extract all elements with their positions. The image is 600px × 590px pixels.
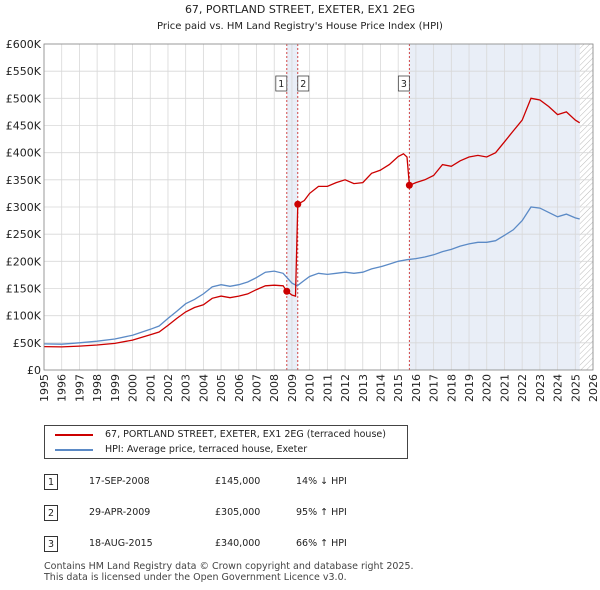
x-tick-label: 2021: [498, 374, 511, 402]
sale-number-badge: 1: [44, 474, 58, 490]
x-tick-label: 2019: [463, 374, 476, 402]
chart-title: 67, PORTLAND STREET, EXETER, EX1 2EG: [185, 3, 415, 16]
y-tick-label: £550K: [6, 65, 42, 78]
sale-label-box: [297, 75, 310, 92]
sale-hpi-change: 14% ↓ HPI: [296, 476, 347, 487]
sale-label: 2: [300, 79, 306, 90]
sale-point: [405, 181, 413, 189]
sale-hpi-change: 95% ↑ HPI: [296, 507, 347, 518]
legend-label-hpi: HPI: Average price, terraced house, Exet…: [105, 444, 308, 455]
y-tick-label: £250K: [6, 228, 42, 241]
y-tick-label: £50K: [13, 337, 42, 350]
table-row: 2 29-APR-2009 £305,000 95% ↑ HPI: [44, 505, 444, 523]
legend-item-property: 67, PORTLAND STREET, EXETER, EX1 2EG (te…: [55, 427, 386, 443]
legend-label-property: 67, PORTLAND STREET, EXETER, EX1 2EG (te…: [105, 429, 386, 440]
x-tick-label: 2017: [428, 374, 441, 402]
y-tick-label: £200K: [6, 255, 42, 268]
x-tick-label: 2004: [197, 374, 210, 402]
sale-price: £305,000: [215, 507, 261, 518]
table-row: 1 17-SEP-2008 £145,000 14% ↓ HPI: [44, 474, 444, 492]
sale-price: £340,000: [215, 538, 261, 549]
sale-label-box: [397, 75, 410, 92]
x-tick-label: 2023: [534, 374, 547, 402]
legend: 67, PORTLAND STREET, EXETER, EX1 2EG (te…: [44, 425, 408, 459]
x-tick-label: 2022: [516, 374, 529, 402]
y-tick-label: £100K: [6, 310, 42, 323]
x-tick-label: 2009: [286, 374, 299, 402]
x-tick-label: 2003: [180, 374, 193, 402]
y-tick-label: £500K: [6, 92, 42, 105]
x-tick-label: 2011: [321, 374, 334, 402]
x-tick-label: 2007: [251, 374, 264, 402]
sale-date: 29-APR-2009: [89, 507, 151, 518]
footer-licence: This data is licensed under the Open Gov…: [44, 572, 347, 583]
x-tick-label: 2000: [127, 374, 140, 402]
x-tick-label: 2005: [215, 374, 228, 402]
sale-number-badge: 3: [44, 536, 58, 552]
sale-point: [294, 200, 302, 208]
footer: Contains HM Land Registry data © Crown c…: [44, 561, 414, 583]
x-tick-label: 2018: [445, 374, 458, 402]
x-tick-label: 1998: [91, 374, 104, 402]
x-tick-label: 2001: [144, 374, 157, 402]
y-tick-label: £350K: [6, 174, 42, 187]
table-row: 3 18-AUG-2015 £340,000 66% ↑ HPI: [44, 536, 444, 554]
hpi-line: [43, 206, 580, 345]
x-tick-label: 2012: [339, 374, 352, 402]
property-price-line: [43, 97, 581, 348]
x-tick-label: 2020: [481, 374, 494, 402]
x-tick-label: 2014: [374, 374, 387, 402]
sale-number-badge: 2: [44, 505, 58, 521]
plot-frame: [43, 43, 594, 371]
sale-hpi-change: 66% ↑ HPI: [296, 538, 347, 549]
y-tick-label: £400K: [6, 147, 42, 160]
sale-label-box: [275, 75, 288, 92]
x-tick-label: 2015: [392, 374, 405, 402]
y-tick-label: £150K: [6, 283, 42, 296]
x-tick-label: 1999: [109, 374, 122, 402]
sale-label: 3: [401, 79, 407, 90]
legend-item-hpi: HPI: Average price, terraced house, Exet…: [55, 442, 307, 458]
y-tick-label: £0: [27, 364, 41, 377]
x-tick-label: 2008: [268, 374, 281, 402]
chart-subtitle: Price paid vs. HM Land Registry's House …: [157, 21, 443, 32]
sale-price: £145,000: [215, 476, 261, 487]
x-tick-label: 2010: [304, 374, 317, 402]
y-tick-label: £450K: [6, 120, 42, 133]
legend-swatch-hpi: [55, 448, 93, 451]
footer-copyright: Contains HM Land Registry data © Crown c…: [44, 561, 414, 572]
x-tick-label: 2025: [569, 374, 582, 402]
sale-date: 18-AUG-2015: [89, 538, 153, 549]
x-tick-label: 2024: [552, 374, 565, 402]
price-chart: 67, PORTLAND STREET, EXETER, EX1 2EG Pri…: [6, 3, 600, 402]
y-tick-label: £600K: [6, 38, 42, 51]
y-tick-label: £300K: [6, 201, 42, 214]
sale-date: 17-SEP-2008: [89, 476, 150, 487]
sale-label: 1: [278, 79, 284, 90]
x-tick-label: 2002: [162, 374, 175, 402]
x-tick-label: 2006: [233, 374, 246, 402]
legend-swatch-property: [55, 433, 93, 436]
x-tick-label: 1996: [56, 374, 69, 402]
sale-point: [283, 287, 291, 295]
x-tick-label: 2013: [357, 374, 370, 402]
x-tick-label: 2016: [410, 374, 423, 402]
x-tick-label: 1995: [38, 374, 51, 402]
x-tick-label: 1997: [73, 374, 86, 402]
x-tick-label: 2026: [587, 374, 600, 402]
